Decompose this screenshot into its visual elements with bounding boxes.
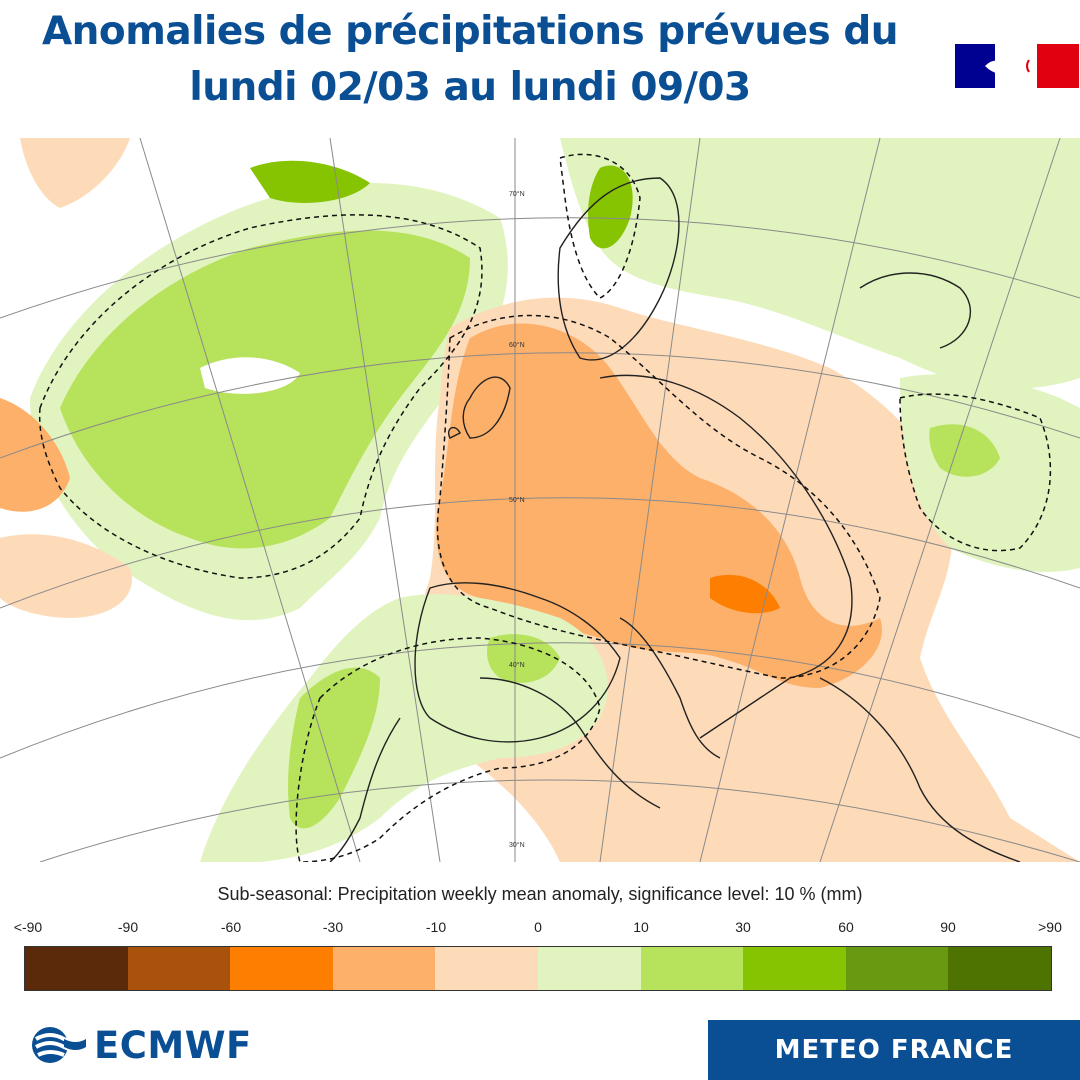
colorbar-swatch: [948, 947, 1051, 990]
colorbar: [24, 946, 1052, 991]
precipitation-anomaly-map: 70°N 60°N 50°N 40°N 30°N: [0, 138, 1080, 862]
colorbar-swatch: [332, 947, 436, 990]
anomaly-zone-scandinavia-green: [560, 138, 1080, 389]
tick-label: -10: [425, 919, 447, 935]
marianne-flag-icon: [955, 44, 1079, 88]
lat-label-60n: 60°N: [509, 341, 525, 349]
graticule: [0, 138, 1080, 862]
tick-label: -60: [220, 919, 242, 935]
title-line-1: Anomalies de précipitations prévues du: [41, 9, 899, 54]
tick-label: 90: [940, 919, 956, 935]
significance-contours: [38, 153, 1052, 862]
lat-label-70n: 70°N: [509, 190, 525, 198]
colorbar-swatch: [435, 947, 538, 990]
anomaly-zone-greenland-orange: [20, 138, 130, 208]
meteo-france-logo-text: METEO FRANCE: [774, 1035, 1014, 1065]
tick-label: 10: [633, 919, 649, 935]
map-caption: Sub-seasonal: Precipitation weekly mean …: [217, 884, 863, 904]
colorbar-swatch: [640, 947, 744, 990]
tick-label: -90: [117, 919, 139, 935]
lat-label-50n: 50°N: [509, 496, 525, 504]
colorbar-swatch: [845, 947, 949, 990]
colorbar-swatch: [25, 947, 128, 990]
coastlines: [329, 177, 1021, 862]
anomaly-zone-southwest-atlantic-orange: [0, 534, 132, 618]
anomaly-zone-greenland-green: [250, 160, 370, 203]
anomaly-zone-east-light-green: [929, 424, 1000, 477]
anomaly-zone-atlantic-iberia-light-green: [288, 667, 380, 829]
anomaly-zone-west-atlantic-white: [200, 357, 300, 394]
anomaly-zone-adriatic-dark-orange: [710, 574, 780, 614]
colorbar-swatch: [230, 947, 333, 990]
tick-label: <-90: [13, 919, 43, 935]
tick-label: 60: [838, 919, 854, 935]
colorbar-swatch: [127, 947, 231, 990]
ecmwf-logo-text: ECMWF: [94, 1023, 252, 1067]
tick-label: >90: [1038, 919, 1062, 935]
page-title: Anomalies de précipitations prévues du l…: [0, 4, 940, 116]
colorbar-tick-labels: <-90 -90 -60 -30 -10 0 10 30 60 90 >90: [0, 919, 1080, 939]
tick-label: 30: [735, 919, 751, 935]
colorbar-swatch: [743, 947, 846, 990]
tick-label: 0: [534, 919, 542, 935]
title-line-2: lundi 02/03 au lundi 09/03: [189, 65, 751, 110]
tick-label: -30: [322, 919, 344, 935]
lat-label-40n: 40°N: [509, 661, 525, 669]
anomaly-zone-west-atlantic-orange: [0, 398, 70, 512]
ecmwf-logo: ECMWF: [30, 1020, 252, 1070]
meteo-france-logo: METEO FRANCE: [708, 1020, 1080, 1080]
anomaly-zone-spain-light-green: [487, 634, 560, 683]
lat-label-30n: 30°N: [509, 841, 525, 849]
latitude-labels: 70°N 60°N 50°N 40°N 30°N: [509, 190, 525, 849]
ecmwf-waves-icon: [32, 1027, 88, 1063]
colorbar-swatch: [537, 947, 641, 990]
